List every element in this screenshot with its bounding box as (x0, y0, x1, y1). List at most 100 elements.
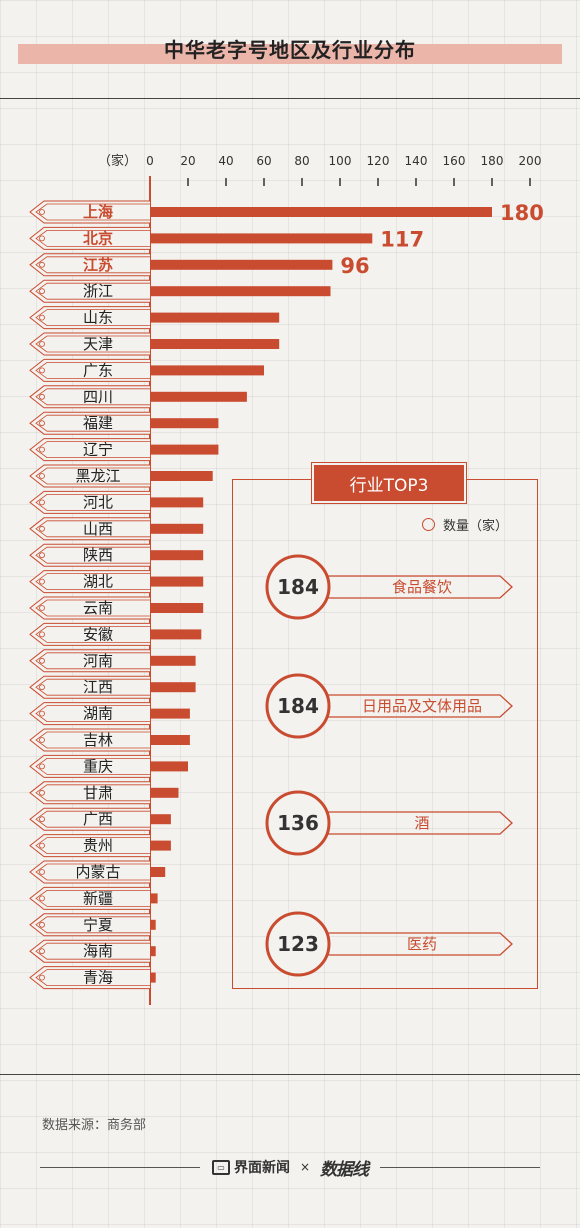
footer-times: × (299, 1160, 311, 1174)
ornament-icon (39, 367, 45, 374)
label-frame-inner (35, 256, 150, 274)
label-frame (29, 200, 150, 224)
label-frame-inner (35, 916, 150, 934)
category-label: 山东 (83, 309, 113, 327)
category-label: 吉林 (83, 731, 113, 749)
ornament-icon (39, 605, 45, 611)
bar (150, 761, 188, 772)
ornament-icon (39, 446, 45, 453)
ornament-icon (39, 288, 45, 295)
x-tick-label: 120 (367, 154, 390, 168)
bar (150, 867, 166, 877)
ornament-icon (39, 209, 45, 215)
panel-legend: 数量（家） (422, 515, 508, 534)
bar (150, 655, 196, 666)
category-label: 山西 (83, 520, 113, 538)
label-frame-inner (35, 203, 150, 221)
x-tick-label: 60 (256, 154, 271, 168)
top-divider (0, 98, 580, 99)
category-label: 新疆 (83, 889, 113, 907)
ornament-icon (39, 552, 45, 559)
label-frame-inner (35, 652, 150, 670)
ornament-icon (39, 525, 45, 532)
ornament-icon (39, 789, 45, 796)
label-frame-inner (35, 863, 150, 881)
label-frame (29, 253, 150, 277)
data-source: 数据来源：商务部 (42, 1118, 147, 1133)
ornament-icon (39, 261, 45, 268)
category-label: 广东 (83, 361, 113, 379)
x-tick-label: 160 (443, 154, 466, 168)
footer-line-left (39, 1166, 200, 1168)
bar (150, 708, 190, 719)
label-frame (29, 438, 150, 462)
label-frame (29, 279, 150, 303)
bar (150, 523, 204, 534)
label-frame (29, 834, 150, 858)
label-frame (29, 226, 150, 250)
bar (150, 365, 264, 376)
label-frame-inner (35, 942, 150, 960)
x-tick-label: 100 (329, 154, 352, 168)
category-label: 北京 (83, 229, 113, 247)
label-frame (29, 385, 150, 409)
ornament-icon (39, 737, 45, 743)
category-label: 甘肃 (83, 784, 113, 802)
bar-chart: （家） 0 20 40 60 80 100 120 140 160 180 200 上海 180 北京 117… (29, 153, 544, 1005)
label-frame-inner (35, 890, 150, 907)
label-frame (29, 913, 150, 937)
x-tick-label: 180 (481, 154, 504, 168)
title-band (18, 44, 562, 64)
footer: ▭ 界面新闻 × 数据线 (0, 1155, 580, 1180)
label-frame-inner (35, 573, 150, 590)
bar (150, 550, 204, 561)
x-tick-label: 200 (519, 154, 542, 168)
category-label: 上海 (83, 203, 113, 221)
ornament-icon (39, 341, 45, 347)
label-frame-inner (35, 784, 150, 802)
bar (150, 497, 204, 508)
bar (150, 576, 204, 587)
panel-title: 行业TOP3 (311, 462, 467, 504)
ornament-icon (39, 684, 45, 691)
bar (150, 391, 247, 402)
label-frame (29, 622, 150, 646)
label-frame (29, 332, 150, 356)
label-frame (29, 517, 150, 541)
category-label: 贵州 (83, 837, 113, 855)
label-frame (29, 754, 150, 778)
category-label: 海南 (83, 942, 113, 960)
data-label: 117 (380, 227, 424, 251)
x-tick-label: 0 (146, 154, 154, 168)
ornament-icon (39, 974, 45, 981)
category-label: 安徽 (83, 625, 113, 643)
bar (150, 603, 204, 613)
category-label: 江苏 (83, 256, 113, 274)
label-frame (29, 570, 150, 594)
category-label: 福建 (83, 414, 113, 432)
category-label: 湖南 (83, 705, 113, 723)
bar (150, 787, 179, 798)
category-label: 宁夏 (83, 916, 113, 934)
page-title: 中华老字号地区及行业分布 (164, 38, 416, 62)
label-frame-inner (35, 467, 150, 485)
jiemian-logo-icon: ▭ (211, 1159, 230, 1175)
label-frame-inner (35, 969, 150, 986)
ornament-icon (39, 314, 45, 321)
category-label: 青海 (83, 969, 113, 987)
footer-brand1: 界面新闻 (233, 1160, 290, 1176)
category-label: 河北 (83, 493, 113, 511)
bar (150, 259, 333, 270)
ornament-icon (39, 948, 45, 955)
ornament-icon (39, 235, 45, 242)
ornament-icon (39, 763, 45, 770)
category-label: 江西 (83, 678, 113, 696)
bar (150, 919, 156, 930)
ornament-icon (39, 657, 45, 664)
label-frame-inner (35, 309, 150, 326)
category-label: 天津 (83, 335, 113, 353)
label-frame-inner (35, 837, 150, 854)
x-tick-label: 40 (218, 154, 233, 168)
ornament-icon (39, 895, 45, 902)
category-label: 重庆 (83, 757, 113, 775)
